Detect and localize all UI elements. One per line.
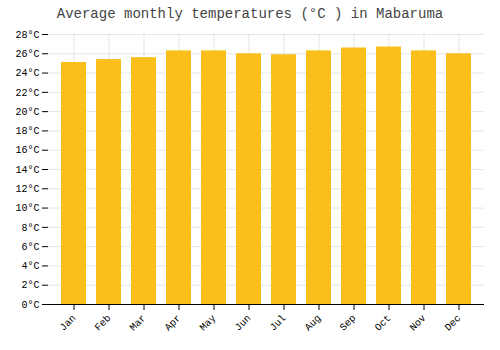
svg-text:16°C: 16°C — [15, 145, 39, 156]
svg-text:Nov: Nov — [408, 313, 429, 334]
svg-text:12°C: 12°C — [15, 184, 39, 195]
svg-text:28°C: 28°C — [15, 30, 39, 41]
svg-text:Jul: Jul — [268, 313, 289, 334]
svg-text:Aug: Aug — [303, 313, 324, 334]
svg-text:Sep: Sep — [338, 313, 359, 334]
svg-text:Mar: Mar — [128, 313, 149, 334]
svg-text:8°C: 8°C — [21, 223, 39, 234]
svg-text:Jun: Jun — [233, 313, 254, 334]
svg-text:22°C: 22°C — [15, 88, 39, 99]
svg-text:10°C: 10°C — [15, 203, 39, 214]
svg-text:Feb: Feb — [93, 313, 114, 334]
svg-text:Oct: Oct — [373, 313, 394, 334]
svg-text:24°C: 24°C — [15, 68, 39, 79]
svg-text:26°C: 26°C — [15, 49, 39, 60]
svg-text:18°C: 18°C — [15, 126, 39, 137]
svg-text:Apr: Apr — [163, 313, 184, 334]
svg-text:2°C: 2°C — [21, 280, 39, 291]
svg-text:Jan: Jan — [58, 313, 79, 334]
svg-text:4°C: 4°C — [21, 261, 39, 272]
svg-text:6°C: 6°C — [21, 242, 39, 253]
svg-text:May: May — [198, 313, 219, 334]
html-text:Average monthly temperatures (: Average monthly temperatures (°C ) in Ma… — [56, 6, 444, 22]
svg-text:Dec: Dec — [443, 313, 464, 334]
svg-text:20°C: 20°C — [15, 107, 39, 118]
svg-text:0°C: 0°C — [21, 300, 39, 311]
svg-text:14°C: 14°C — [15, 165, 39, 176]
